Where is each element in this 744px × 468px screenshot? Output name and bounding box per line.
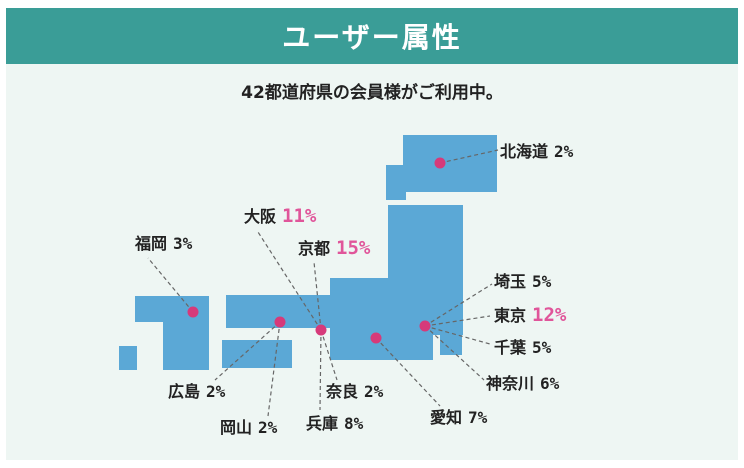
region-name: 千葉: [494, 338, 527, 357]
line-hyogo: [319, 329, 322, 411]
line-aichi: [375, 337, 441, 407]
marker-hokkaido: [434, 157, 446, 169]
line-kyoto: [313, 261, 322, 331]
leader-lines: [147, 149, 499, 417]
shikoku-shape: [222, 340, 292, 368]
region-name: 北海道: [500, 142, 549, 161]
label-fukuoka: 福岡 3%: [135, 234, 192, 254]
label-hyogo: 兵庫 8%: [306, 414, 363, 434]
label-okayama: 岡山 2%: [220, 418, 277, 438]
subtitle: 42都道府県の会員様がご利用中。: [241, 83, 503, 103]
region-name: 愛知: [430, 408, 463, 427]
line-fukuoka: [147, 257, 194, 313]
region-pct: 2%: [554, 142, 574, 161]
japan-land-shapes: [119, 135, 497, 370]
region-pct: 15%: [336, 237, 371, 259]
region-pct: 5%: [532, 272, 552, 291]
region-name: 東京: [494, 306, 527, 325]
region-pct: 12%: [532, 304, 567, 326]
island-shape: [119, 346, 137, 370]
boso-shape: [440, 310, 462, 355]
region-name: 大阪: [244, 207, 277, 226]
marker-aichi: [370, 332, 382, 344]
honshu-south-shape: [330, 335, 433, 360]
line-osaka: [257, 231, 322, 331]
line-chiba: [424, 325, 491, 345]
marker-kansai: [315, 324, 327, 336]
region-pct: 3%: [173, 234, 193, 253]
marker-tokyo: [419, 320, 431, 332]
line-hiroshima: [214, 321, 281, 381]
region-name: 兵庫: [306, 414, 339, 433]
label-nara: 奈良 2%: [326, 382, 383, 402]
hokkaido-shape: [403, 135, 497, 192]
line-nara: [320, 329, 338, 381]
region-pct: 5%: [532, 338, 552, 357]
region-pct: 2%: [364, 382, 384, 401]
region-pct: 8%: [344, 414, 364, 433]
page-title: ユーザー属性: [282, 21, 462, 54]
region-name: 京都: [298, 239, 331, 258]
line-tokyo: [424, 315, 491, 327]
honshu-chubu-shape: [330, 278, 400, 338]
region-pct: 11%: [282, 205, 317, 227]
label-chiba: 千葉 5%: [494, 338, 551, 358]
region-pct: 7%: [468, 408, 488, 427]
markers: [187, 157, 446, 344]
line-saitama: [424, 283, 493, 327]
header-banner: ユーザー属性: [6, 8, 738, 64]
line-hokkaido: [439, 149, 499, 164]
label-kanagawa: 神奈川 6%: [486, 374, 559, 394]
label-aichi: 愛知 7%: [430, 408, 487, 428]
label-kyoto: 京都 15%: [298, 238, 370, 259]
label-hokkaido: 北海道 2%: [500, 142, 573, 162]
region-pct: 2%: [206, 382, 226, 401]
label-saitama: 埼玉 5%: [494, 272, 551, 292]
marker-fukuoka: [187, 306, 199, 318]
label-osaka: 大阪 11%: [244, 206, 316, 227]
line-okayama: [267, 321, 281, 417]
content-panel: [6, 64, 738, 460]
line-kanagawa: [424, 325, 485, 381]
region-name: 埼玉: [494, 272, 527, 291]
hokkaido-west-shape: [386, 165, 406, 200]
region-name: 奈良: [326, 382, 359, 401]
kyushu-south-shape: [163, 318, 209, 370]
region-name: 岡山: [220, 418, 253, 437]
marker-hiroshima: [274, 316, 286, 328]
region-pct: 2%: [258, 418, 278, 437]
region-pct: 6%: [540, 374, 560, 393]
label-tokyo: 東京 12%: [494, 305, 566, 326]
region-name: 広島: [168, 382, 201, 401]
region-name: 神奈川: [486, 374, 535, 393]
label-hiroshima: 広島 2%: [168, 382, 225, 402]
region-name: 福岡: [135, 234, 168, 253]
